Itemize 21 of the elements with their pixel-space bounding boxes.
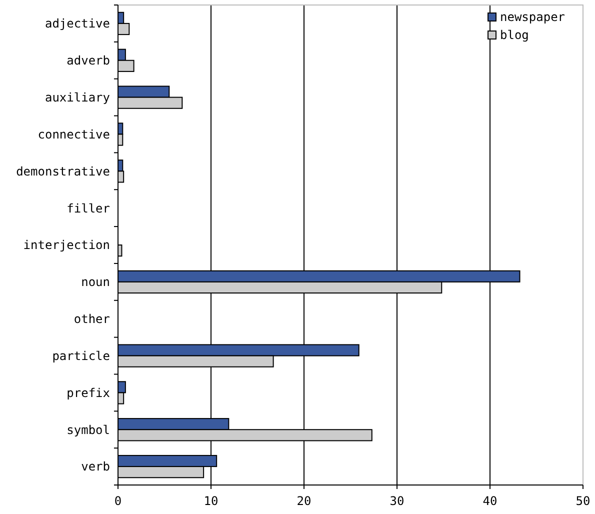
y-tick-label: filler	[66, 201, 110, 216]
y-tick-label: verb	[81, 460, 110, 474]
x-tick-label: 30	[390, 494, 404, 508]
y-tick-label: symbol	[66, 422, 110, 437]
y-tick-label: demonstrative	[16, 164, 110, 178]
y-tick-label: auxiliary	[44, 90, 110, 105]
x-tick-label: 0	[114, 494, 122, 508]
y-tick-label: interjection	[23, 238, 110, 252]
y-tick-label: connective	[38, 127, 110, 142]
x-tick-label: 20	[296, 494, 312, 508]
x-tick-label: 10	[204, 494, 218, 508]
legend-label: blog	[500, 28, 529, 42]
y-tick-label: other	[74, 312, 110, 326]
x-tick-label: 40	[482, 494, 498, 508]
x-tick-label: 50	[576, 494, 590, 508]
y-tick-label: adverb	[66, 54, 110, 68]
legend-label: newspaper	[500, 10, 566, 24]
y-tick-label: noun	[81, 275, 110, 290]
y-tick-label: adjective	[44, 16, 110, 31]
y-tick-label: prefix	[66, 386, 110, 400]
y-tick-label: particle	[52, 348, 110, 363]
